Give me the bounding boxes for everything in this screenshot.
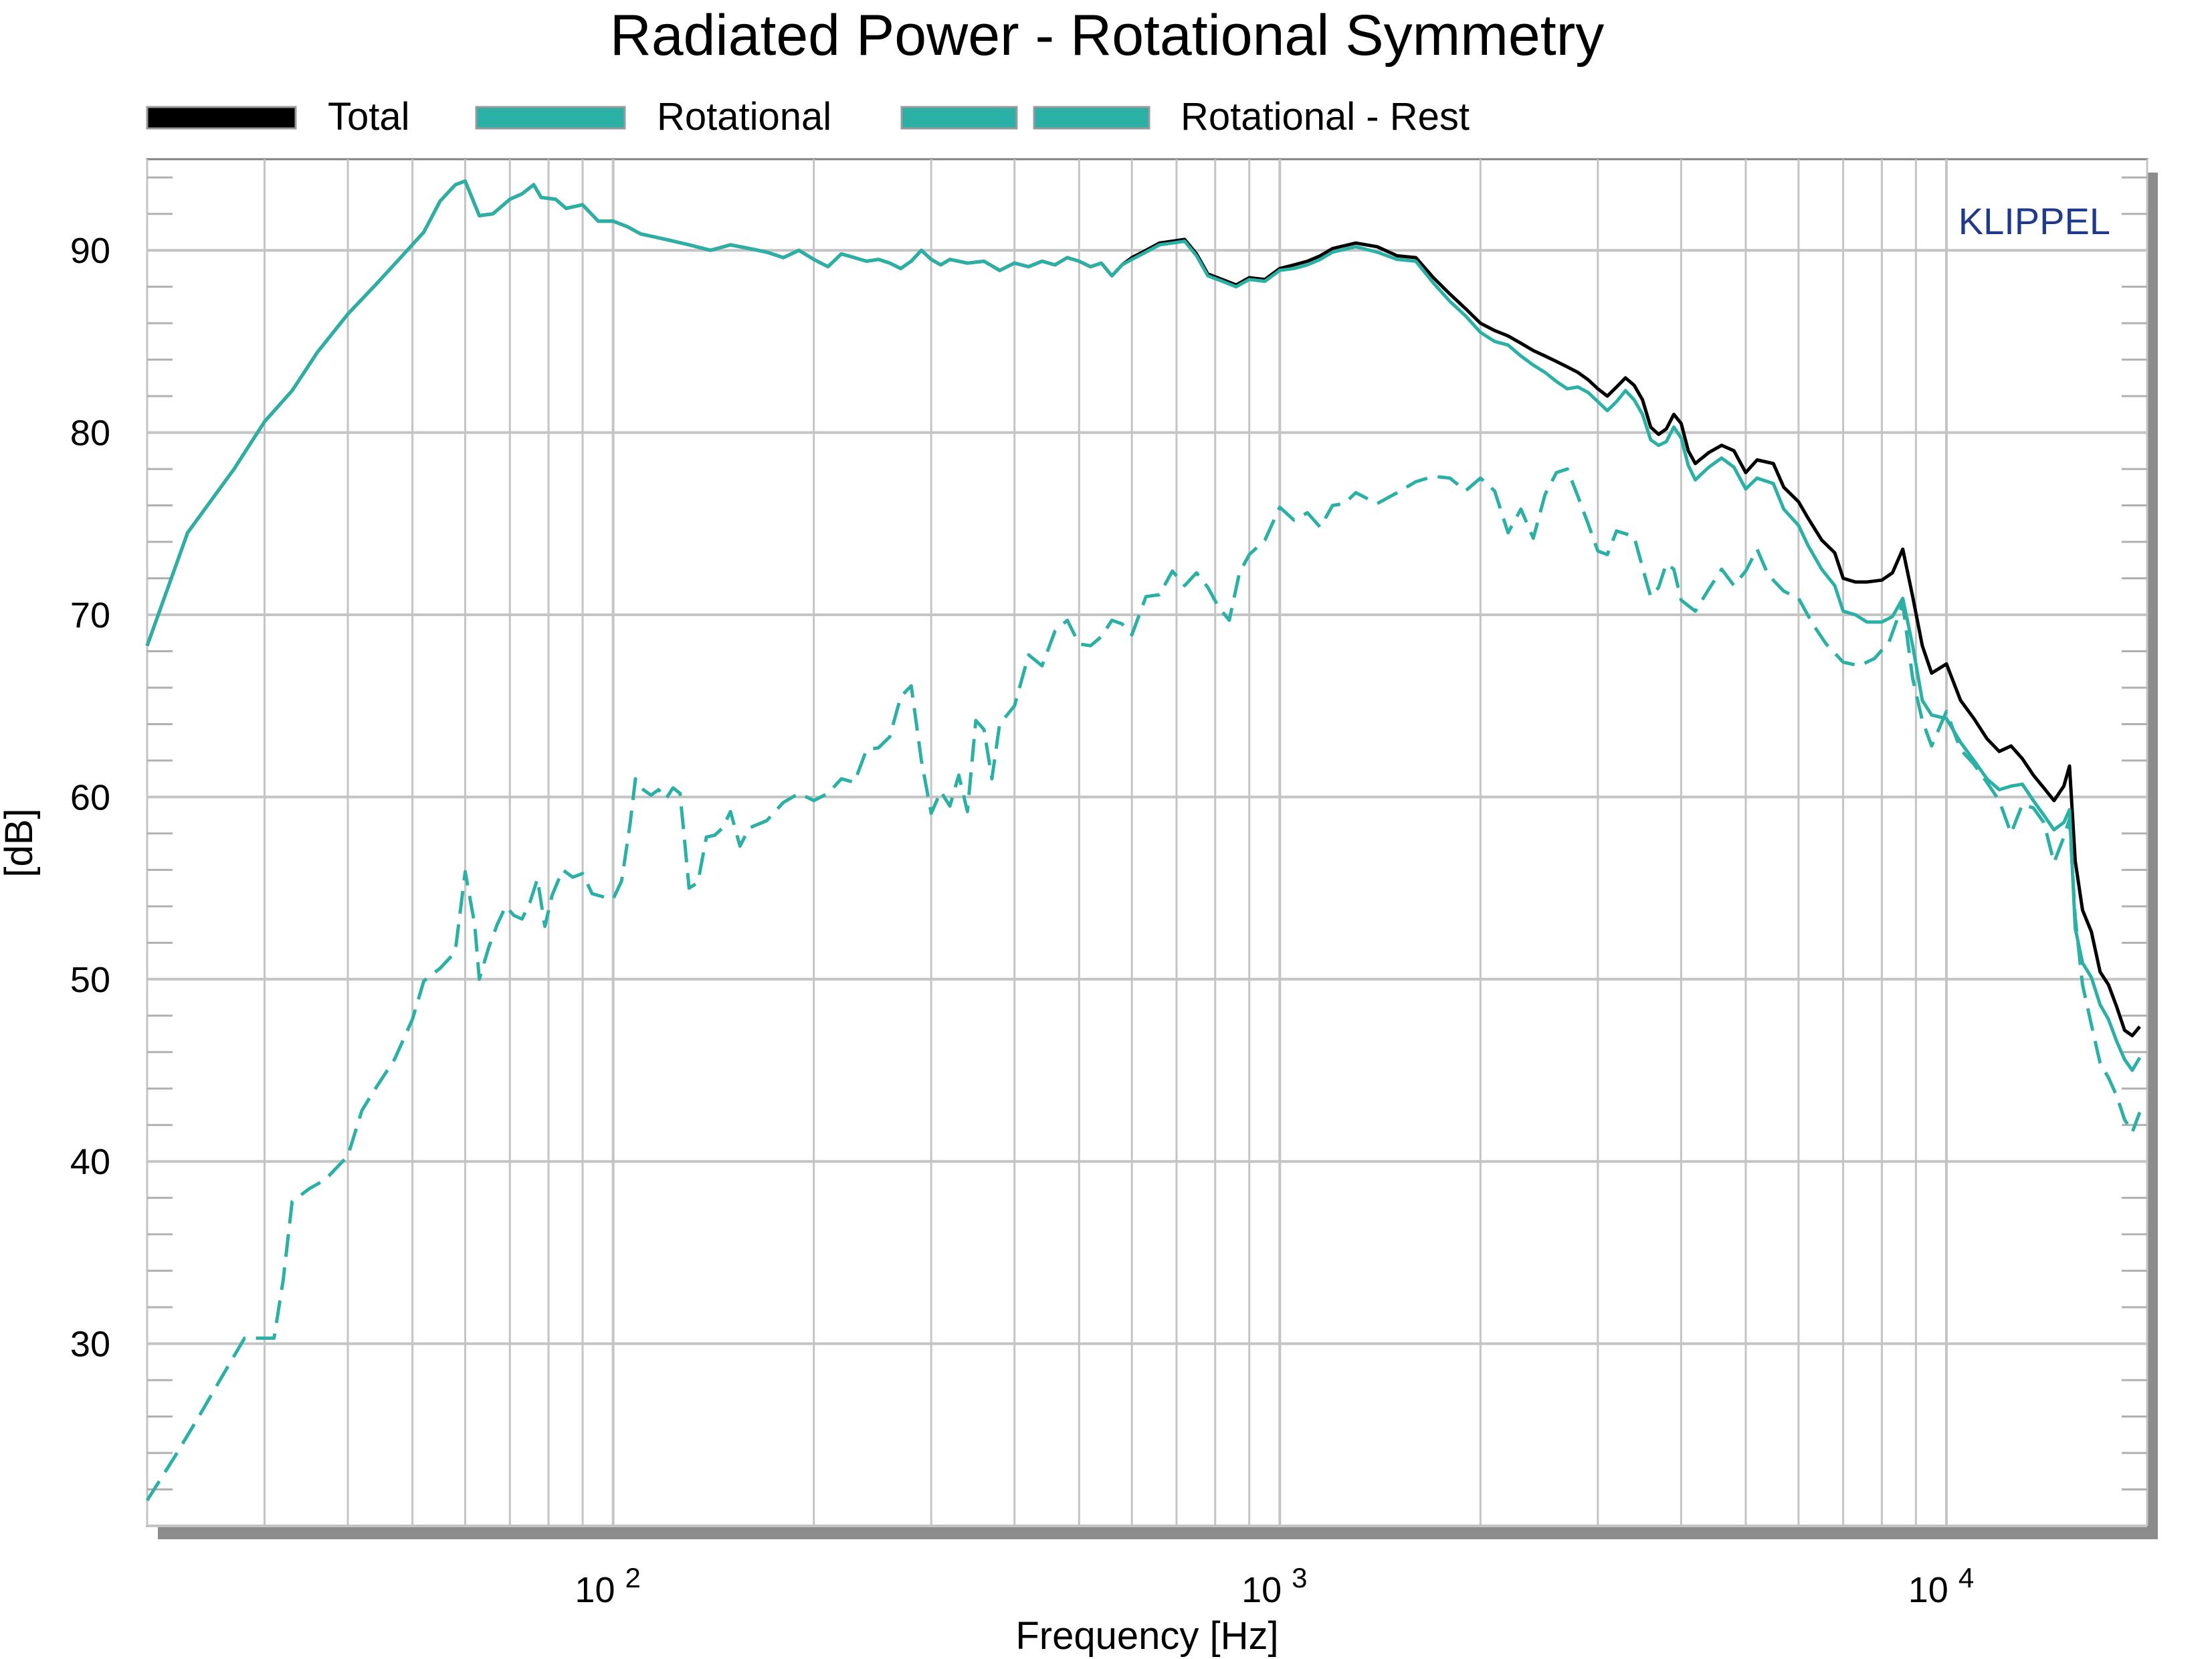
- x-tick-label: 10 3: [1241, 1562, 1307, 1610]
- legend-label: Total: [328, 95, 410, 138]
- y-tick-label: 30: [70, 1325, 110, 1365]
- legend-swatch: [1033, 106, 1150, 130]
- y-axis-label: [dB]: [0, 808, 41, 877]
- x-tick-label: 10 2: [575, 1562, 640, 1610]
- chart-title: Radiated Power - Rotational Symmetry: [610, 3, 1604, 68]
- legend: Total Rotational Rotational - Rest: [146, 95, 1470, 138]
- y-tick-label: 90: [70, 231, 110, 271]
- series-line-rotational-rest: [145, 467, 2142, 1502]
- y-tick-label: 80: [70, 413, 110, 454]
- legend-swatch: [146, 106, 297, 130]
- y-tick-label: 60: [70, 777, 110, 817]
- watermark-klippel: KLIPPEL: [1958, 200, 2110, 242]
- x-tick-label: 10 4: [1908, 1562, 1974, 1610]
- y-tick-label: 70: [70, 595, 110, 636]
- legend-label: Rotational: [657, 95, 831, 138]
- y-tick-labels: 30 40 50 60 70 80 90: [70, 231, 110, 1364]
- series-line-rotational: [145, 179, 2142, 1072]
- grid: [146, 159, 2148, 1527]
- plot-area: [146, 158, 2148, 1527]
- legend-swatch: [900, 106, 1018, 130]
- y-tick-label: 40: [70, 1142, 110, 1182]
- x-tick-labels: 10 2 10 3 10 4: [575, 1562, 1974, 1610]
- series-layer: [145, 179, 2142, 1502]
- legend-label: Rotational - Rest: [1181, 95, 1470, 138]
- x-axis-label: Frequency [Hz]: [1015, 1614, 1278, 1658]
- y-tick-label: 50: [70, 960, 110, 1000]
- legend-swatch: [475, 106, 626, 130]
